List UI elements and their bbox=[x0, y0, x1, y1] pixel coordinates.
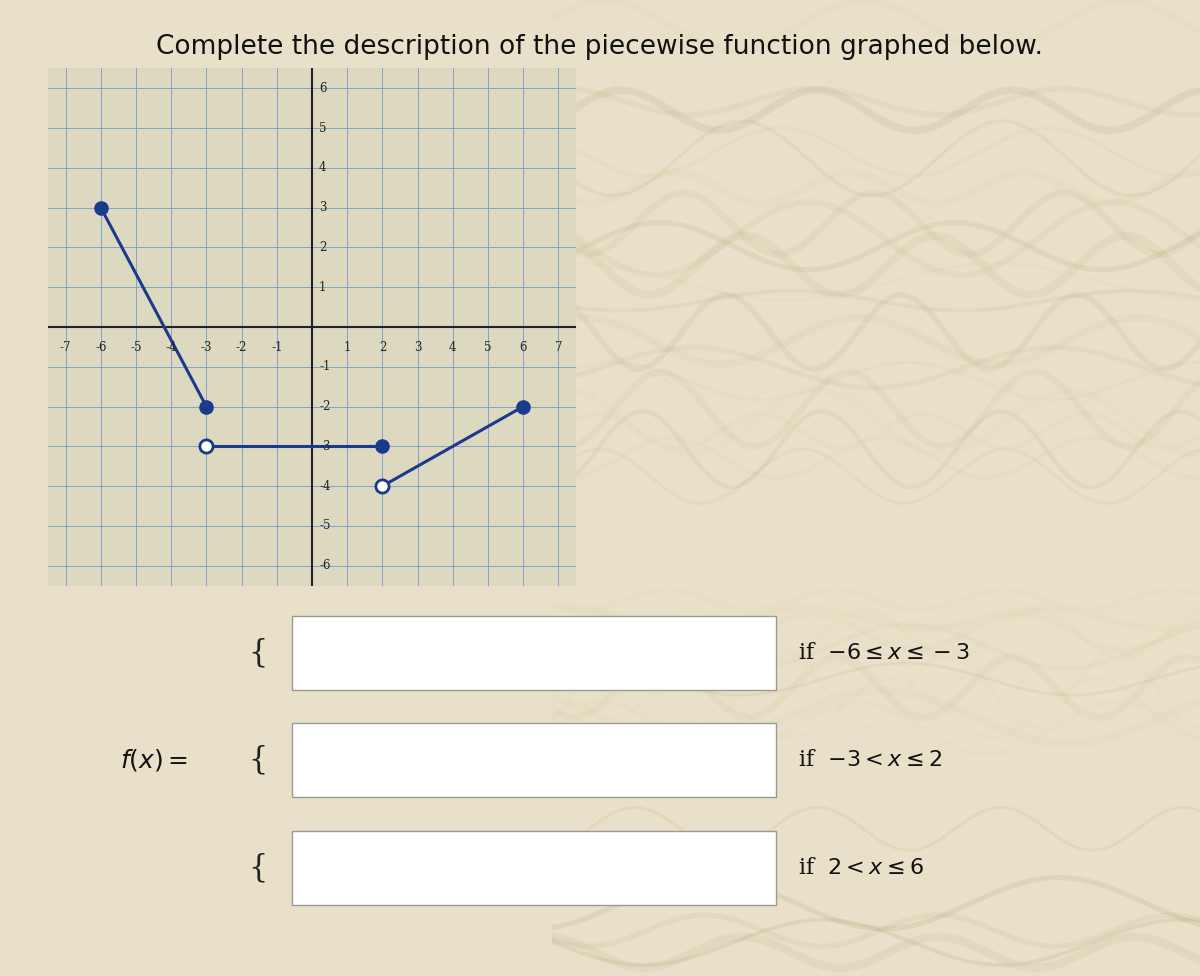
Text: 1: 1 bbox=[343, 341, 350, 354]
Text: 1: 1 bbox=[319, 281, 326, 294]
Text: if  $2 < x \leq 6$: if $2 < x \leq 6$ bbox=[798, 857, 924, 878]
Text: 6: 6 bbox=[520, 341, 527, 354]
Text: -1: -1 bbox=[319, 360, 330, 373]
Point bbox=[197, 438, 216, 454]
Point bbox=[514, 399, 533, 415]
Text: -5: -5 bbox=[131, 341, 142, 354]
Text: 4: 4 bbox=[449, 341, 456, 354]
Text: 3: 3 bbox=[319, 201, 326, 214]
Text: 6: 6 bbox=[319, 82, 326, 95]
Text: {: { bbox=[248, 852, 268, 883]
Text: -6: -6 bbox=[319, 559, 330, 572]
Text: -2: -2 bbox=[319, 400, 330, 413]
Text: 5: 5 bbox=[319, 121, 326, 135]
Point bbox=[373, 438, 392, 454]
Text: -3: -3 bbox=[200, 341, 212, 354]
Text: -3: -3 bbox=[319, 440, 330, 453]
Text: -5: -5 bbox=[319, 519, 330, 533]
Text: -1: -1 bbox=[271, 341, 282, 354]
Text: $f(x) =$: $f(x) =$ bbox=[120, 748, 188, 773]
Point bbox=[91, 200, 110, 216]
Text: -4: -4 bbox=[166, 341, 176, 354]
Point bbox=[197, 399, 216, 415]
Text: -7: -7 bbox=[60, 341, 71, 354]
Text: {: { bbox=[248, 745, 268, 776]
Text: -2: -2 bbox=[236, 341, 247, 354]
Text: 3: 3 bbox=[414, 341, 421, 354]
Text: Complete the description of the piecewise function graphed below.: Complete the description of the piecewis… bbox=[156, 34, 1044, 61]
Text: -4: -4 bbox=[319, 479, 330, 493]
Text: 4: 4 bbox=[319, 161, 326, 175]
Text: if  $-3 < x \leq 2$: if $-3 < x \leq 2$ bbox=[798, 750, 942, 771]
Text: -6: -6 bbox=[95, 341, 107, 354]
Point bbox=[373, 478, 392, 494]
Text: 2: 2 bbox=[379, 341, 386, 354]
Text: {: { bbox=[248, 637, 268, 669]
Text: if  $-6 \leq x \leq -3$: if $-6 \leq x \leq -3$ bbox=[798, 642, 970, 664]
Text: 2: 2 bbox=[319, 241, 326, 254]
Text: 7: 7 bbox=[554, 341, 562, 354]
Text: 5: 5 bbox=[485, 341, 492, 354]
